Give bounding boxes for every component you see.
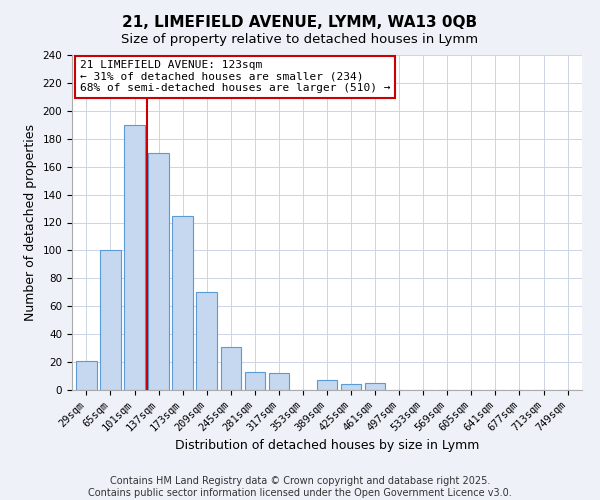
Bar: [172, 216, 193, 390]
Bar: [269, 373, 289, 390]
Text: Contains HM Land Registry data © Crown copyright and database right 2025.
Contai: Contains HM Land Registry data © Crown c…: [88, 476, 512, 498]
Bar: [245, 372, 265, 390]
Y-axis label: Number of detached properties: Number of detached properties: [24, 124, 37, 321]
Bar: [76, 360, 97, 390]
Bar: [148, 152, 169, 390]
Bar: [196, 292, 217, 390]
Bar: [365, 383, 385, 390]
Text: 21, LIMEFIELD AVENUE, LYMM, WA13 0QB: 21, LIMEFIELD AVENUE, LYMM, WA13 0QB: [122, 15, 478, 30]
Text: 21 LIMEFIELD AVENUE: 123sqm
← 31% of detached houses are smaller (234)
68% of se: 21 LIMEFIELD AVENUE: 123sqm ← 31% of det…: [80, 60, 390, 93]
Bar: [100, 250, 121, 390]
Text: Size of property relative to detached houses in Lymm: Size of property relative to detached ho…: [121, 32, 479, 46]
Bar: [341, 384, 361, 390]
X-axis label: Distribution of detached houses by size in Lymm: Distribution of detached houses by size …: [175, 439, 479, 452]
Bar: [124, 125, 145, 390]
Bar: [221, 346, 241, 390]
Bar: [317, 380, 337, 390]
